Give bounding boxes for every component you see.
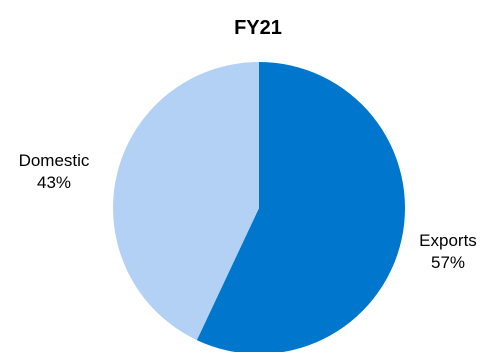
pie-slice-domestic — [113, 62, 260, 341]
chart-title: FY21 — [234, 17, 282, 39]
pie-labels: Exports 57% Domestic 43% — [19, 151, 477, 272]
pie-slice-exports — [196, 62, 406, 352]
slice-label-domestic: Domestic — [19, 151, 90, 170]
slice-value-label-exports: 57% — [431, 253, 465, 272]
pie-slices — [113, 62, 406, 352]
slice-label-exports: Exports — [419, 231, 477, 250]
slice-value-label-domestic: 43% — [37, 173, 71, 192]
